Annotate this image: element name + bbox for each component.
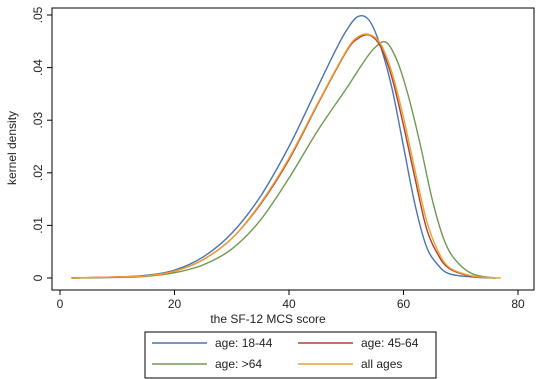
x-tick-label: 20 — [168, 297, 182, 311]
legend-label: age: 18-44 — [215, 336, 273, 350]
series-line-all-ages — [71, 33, 501, 279]
x-tick-label: 40 — [282, 297, 296, 311]
series-layer — [71, 14, 501, 279]
x-axis-title: the SF-12 MCS score — [210, 312, 326, 326]
legend-label: age: 45-64 — [361, 336, 419, 350]
y-axis-title: kernel density — [5, 111, 19, 185]
x-axis: 0 20 40 60 80 — [57, 290, 525, 311]
legend-box — [144, 331, 437, 379]
y-tick-label: .04 — [31, 59, 45, 76]
y-tick-label: .02 — [31, 164, 45, 181]
x-tick-label: 0 — [57, 297, 64, 311]
legend-label: all ages — [361, 357, 402, 371]
y-tick-label: .05 — [31, 6, 45, 23]
x-tick-label: 80 — [511, 297, 525, 311]
y-tick-label: 0 — [31, 274, 45, 281]
legend: age: 18-44 age: 45-64 age: >64 all ages — [152, 336, 419, 371]
y-axis: 0 .01 .02 .03 .04 .05 — [31, 6, 52, 281]
y-tick-label: .01 — [31, 217, 45, 234]
plot-frame — [51, 7, 535, 291]
legend-label: age: >64 — [215, 357, 262, 371]
series-line-age-18-44 — [71, 14, 496, 279]
y-tick-label: .03 — [31, 112, 45, 129]
series-line-age-64 — [71, 40, 496, 279]
x-tick-label: 60 — [397, 297, 411, 311]
